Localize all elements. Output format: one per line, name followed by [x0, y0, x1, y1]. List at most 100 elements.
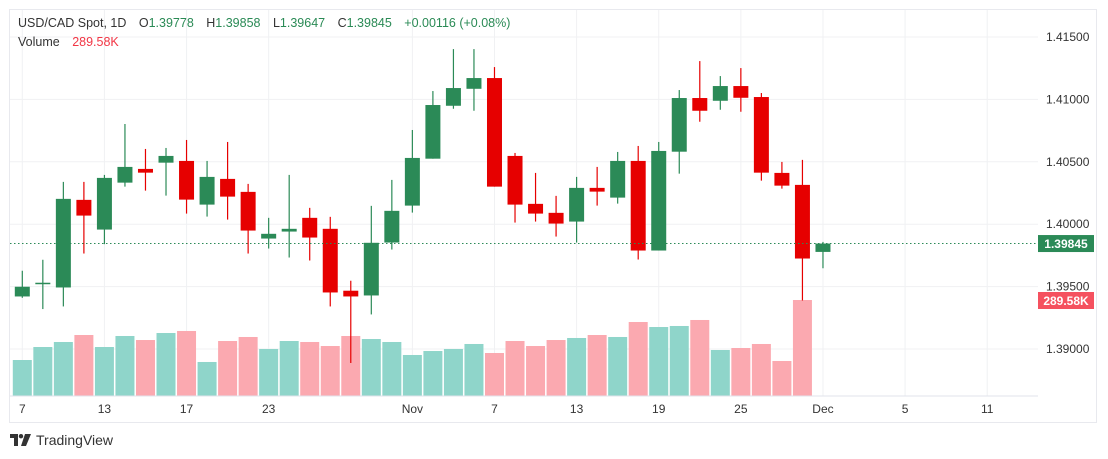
time-tick-label: 25	[734, 402, 748, 416]
price-tick-label: 1.41500	[1046, 30, 1090, 44]
tradingview-logo-icon	[10, 434, 31, 446]
price-tick-label: 1.41000	[1046, 92, 1090, 106]
time-tick-label: 7	[19, 402, 26, 416]
candle-body	[220, 178, 236, 197]
candle-body	[35, 282, 51, 285]
volume-bar	[546, 340, 566, 396]
time-tick-label: 13	[570, 402, 584, 416]
candle-body	[548, 212, 564, 224]
open-value: 1.39778	[148, 16, 194, 30]
volume-bars	[12, 300, 812, 396]
tradingview-logo[interactable]: TradingView	[10, 432, 113, 448]
volume-badge-label: 289.58K	[1043, 294, 1089, 308]
volume-bar	[382, 341, 402, 396]
volume-bar	[710, 349, 730, 396]
candle-body	[651, 150, 667, 251]
volume-bar	[341, 335, 361, 396]
volume-bar	[53, 341, 73, 396]
volume-bar	[135, 340, 155, 396]
volume-label: Volume	[18, 35, 60, 49]
volume-bar	[197, 361, 217, 396]
candle-body	[815, 243, 831, 252]
last-price-badge-label: 1.39845	[1044, 237, 1088, 251]
candles	[14, 49, 831, 363]
candle-body	[712, 86, 728, 101]
time-axis: 7 13 17 23 Nov 7 13 19 25 Dec 5 11	[10, 395, 1038, 416]
ohlc-row: USD/CAD Spot, 1D O1.39778 H1.39858 L1.39…	[18, 14, 510, 33]
candle-body	[117, 166, 133, 183]
candle-body	[486, 78, 502, 187]
volume-bar	[94, 347, 114, 396]
candle-body	[343, 290, 359, 297]
candle-body	[281, 228, 297, 232]
time-tick-label: 17	[180, 402, 194, 416]
volume-bar	[567, 337, 587, 396]
volume-bar	[279, 341, 299, 396]
time-tick-label: 19	[652, 402, 666, 416]
volume-bar	[259, 348, 279, 396]
candle-body	[753, 97, 769, 173]
candle-body	[76, 199, 92, 216]
tradingview-wordmark: TradingView	[36, 432, 114, 448]
volume-bar	[484, 353, 504, 396]
volume-bar	[792, 300, 812, 396]
candle-body	[425, 105, 441, 159]
volume-bar	[177, 330, 197, 396]
candle-body	[158, 155, 174, 163]
close-value: 1.39845	[346, 16, 392, 30]
volume-bar	[505, 341, 525, 396]
candle-body	[384, 210, 400, 243]
close-label: C	[337, 16, 347, 30]
price-tick-label: 1.39500	[1046, 280, 1090, 294]
price-tick-label: 1.40500	[1046, 155, 1090, 169]
high-value: 1.39858	[215, 16, 261, 30]
candle-body	[507, 155, 523, 205]
volume-bar	[423, 351, 443, 396]
time-tick-label: 7	[491, 402, 498, 416]
last-price-badge	[1038, 235, 1094, 253]
time-tick-label: 13	[98, 402, 112, 416]
price-axis: 1.41500 1.41000 1.40500 1.40000 1.39500 1.390…	[1046, 30, 1090, 356]
candle-body	[14, 286, 30, 297]
volume-bar	[464, 343, 484, 396]
candle-body	[322, 228, 338, 293]
volume-bar	[526, 346, 546, 396]
volume-bar	[772, 360, 792, 396]
volume-bar	[156, 333, 176, 396]
candle-body	[733, 86, 749, 98]
change-value: +0.00116 (+0.08%)	[404, 16, 511, 30]
candle-body	[569, 187, 585, 222]
volume-bar	[608, 336, 628, 396]
candle-body	[794, 184, 810, 259]
volume-bar	[751, 343, 771, 396]
volume-bar	[300, 341, 320, 396]
volume-bar	[320, 346, 340, 396]
high-label: H	[206, 16, 216, 30]
chart-frame	[9, 9, 1097, 423]
volume-bar	[628, 322, 648, 396]
volume-bar	[115, 335, 135, 396]
volume-bar	[649, 327, 669, 396]
time-tick-label: 23	[262, 402, 276, 416]
candle-body	[528, 203, 544, 214]
candle-body	[261, 233, 277, 239]
candle-body	[302, 217, 318, 238]
volume-bar	[587, 335, 607, 396]
volume-row: Volume 289.58K	[18, 33, 510, 52]
volume-bar	[218, 341, 238, 396]
volume-bar	[731, 347, 751, 396]
candle-body	[445, 88, 461, 106]
volume-badge	[1038, 292, 1094, 309]
price-badges: 1.39845 289.58K	[1038, 235, 1094, 309]
volume-bar	[443, 348, 463, 396]
volume-bar	[402, 354, 422, 396]
chart-legend: USD/CAD Spot, 1D O1.39778 H1.39858 L1.39…	[18, 14, 510, 52]
candle-body	[692, 98, 708, 111]
candle-body	[630, 160, 646, 251]
symbol-label[interactable]: USD/CAD Spot, 1D	[18, 16, 127, 30]
time-tick-label: 5	[902, 402, 909, 416]
candle-body	[240, 191, 256, 231]
candle-body	[137, 168, 153, 173]
candle-body	[671, 98, 687, 152]
